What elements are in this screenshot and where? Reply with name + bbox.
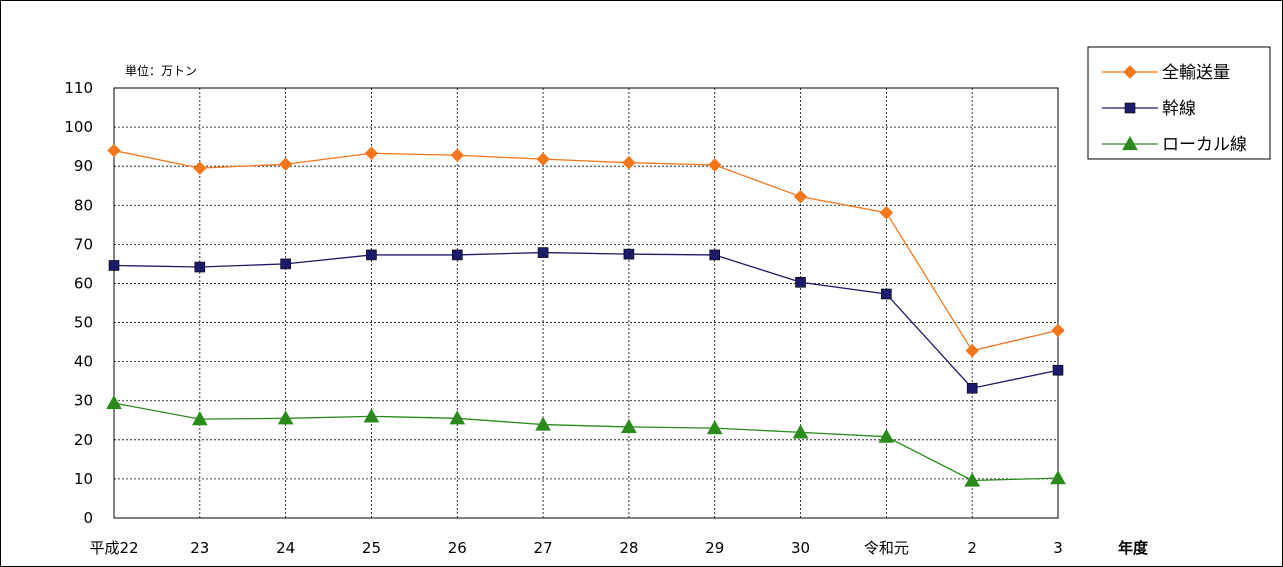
data-point xyxy=(277,410,294,425)
data-point xyxy=(622,155,636,170)
data-point xyxy=(623,248,635,260)
x-tick-label: 30 xyxy=(791,539,810,557)
series-group xyxy=(106,143,1066,487)
y-tick-label: 70 xyxy=(74,235,93,253)
legend-label: 全輸送量 xyxy=(1162,63,1230,83)
legend-label: ローカル線 xyxy=(1162,135,1247,155)
data-point xyxy=(881,288,892,300)
y-tick-label: 60 xyxy=(74,274,93,292)
data-point xyxy=(708,158,722,172)
legend-item: 幹線 xyxy=(1102,98,1196,119)
data-point xyxy=(193,161,207,175)
grid xyxy=(114,88,1058,518)
series-line xyxy=(113,251,1059,389)
data-point xyxy=(364,146,379,160)
data-point xyxy=(536,152,550,166)
data-point xyxy=(366,249,377,261)
series-1 xyxy=(107,143,1065,358)
data-point xyxy=(965,343,979,358)
y-tick-label: 20 xyxy=(74,431,93,449)
data-point xyxy=(108,260,120,271)
y-tick-label: 30 xyxy=(74,392,93,410)
x-tick-label: 平成22 xyxy=(89,539,138,557)
data-point xyxy=(107,143,121,158)
data-point xyxy=(450,148,464,162)
x-tick-label: 29 xyxy=(705,539,724,557)
legend-box xyxy=(1087,46,1271,160)
x-tick-label: 25 xyxy=(362,539,381,557)
legend-label: 幹線 xyxy=(1162,98,1196,119)
data-point xyxy=(194,261,206,273)
data-point xyxy=(966,382,978,394)
legend-marker xyxy=(1122,135,1138,151)
y-tick-label: 90 xyxy=(74,157,93,175)
legend-item: ローカル線 xyxy=(1102,135,1247,155)
x-tick-label: 23 xyxy=(190,539,209,557)
data-point xyxy=(792,424,809,439)
x-tick-label: 2 xyxy=(967,539,977,557)
x-tick-label: 26 xyxy=(448,539,467,557)
unit-label: 単位：万トン xyxy=(125,63,197,78)
data-point xyxy=(1052,364,1064,376)
x-tick-label: 令和元 xyxy=(864,539,909,557)
y-tick-label: 0 xyxy=(83,509,93,527)
data-point xyxy=(535,416,551,431)
plot-area-border xyxy=(113,87,1059,519)
y-tick-label: 50 xyxy=(74,314,93,332)
data-point xyxy=(537,247,549,258)
data-point xyxy=(363,408,380,423)
y-tick-label: 110 xyxy=(64,79,93,97)
series-line xyxy=(113,402,1059,482)
y-tick-label: 40 xyxy=(74,353,93,371)
data-point xyxy=(191,411,208,426)
data-point xyxy=(621,418,637,434)
legend-marker xyxy=(1123,65,1137,79)
x-tick-label: 24 xyxy=(276,539,295,557)
data-point xyxy=(706,420,723,435)
x-tick-label: 27 xyxy=(534,539,553,557)
data-point xyxy=(451,249,463,261)
data-point xyxy=(278,157,293,171)
data-point xyxy=(106,395,122,410)
x-tick-label: 3 xyxy=(1053,539,1063,557)
y-axis-ticks: 0 10 20 30 40 50 60 70 80 90 100 110 xyxy=(64,79,93,527)
x-tick-label: 28 xyxy=(619,539,638,557)
x-axis-ticks: 平成22 23 24 25 26 27 28 29 30 令和元 2 3 xyxy=(89,539,1062,557)
data-point xyxy=(793,189,808,204)
legend-item: 全輸送量 xyxy=(1102,63,1230,83)
series-2 xyxy=(108,247,1064,394)
data-point xyxy=(709,249,721,261)
series-line xyxy=(113,149,1059,352)
data-point xyxy=(878,428,895,443)
y-tick-label: 80 xyxy=(74,196,93,214)
data-point xyxy=(1050,470,1066,485)
x-axis-title: 年度 xyxy=(1118,539,1149,557)
legend-marker xyxy=(1124,102,1136,114)
y-tick-label: 100 xyxy=(64,118,93,136)
data-point xyxy=(449,410,466,425)
data-point xyxy=(1051,323,1065,338)
data-point xyxy=(879,205,894,220)
data-point xyxy=(280,258,291,270)
y-tick-label: 10 xyxy=(74,470,93,488)
series-3 xyxy=(106,395,1066,487)
data-point xyxy=(964,472,981,487)
data-point xyxy=(795,276,806,288)
